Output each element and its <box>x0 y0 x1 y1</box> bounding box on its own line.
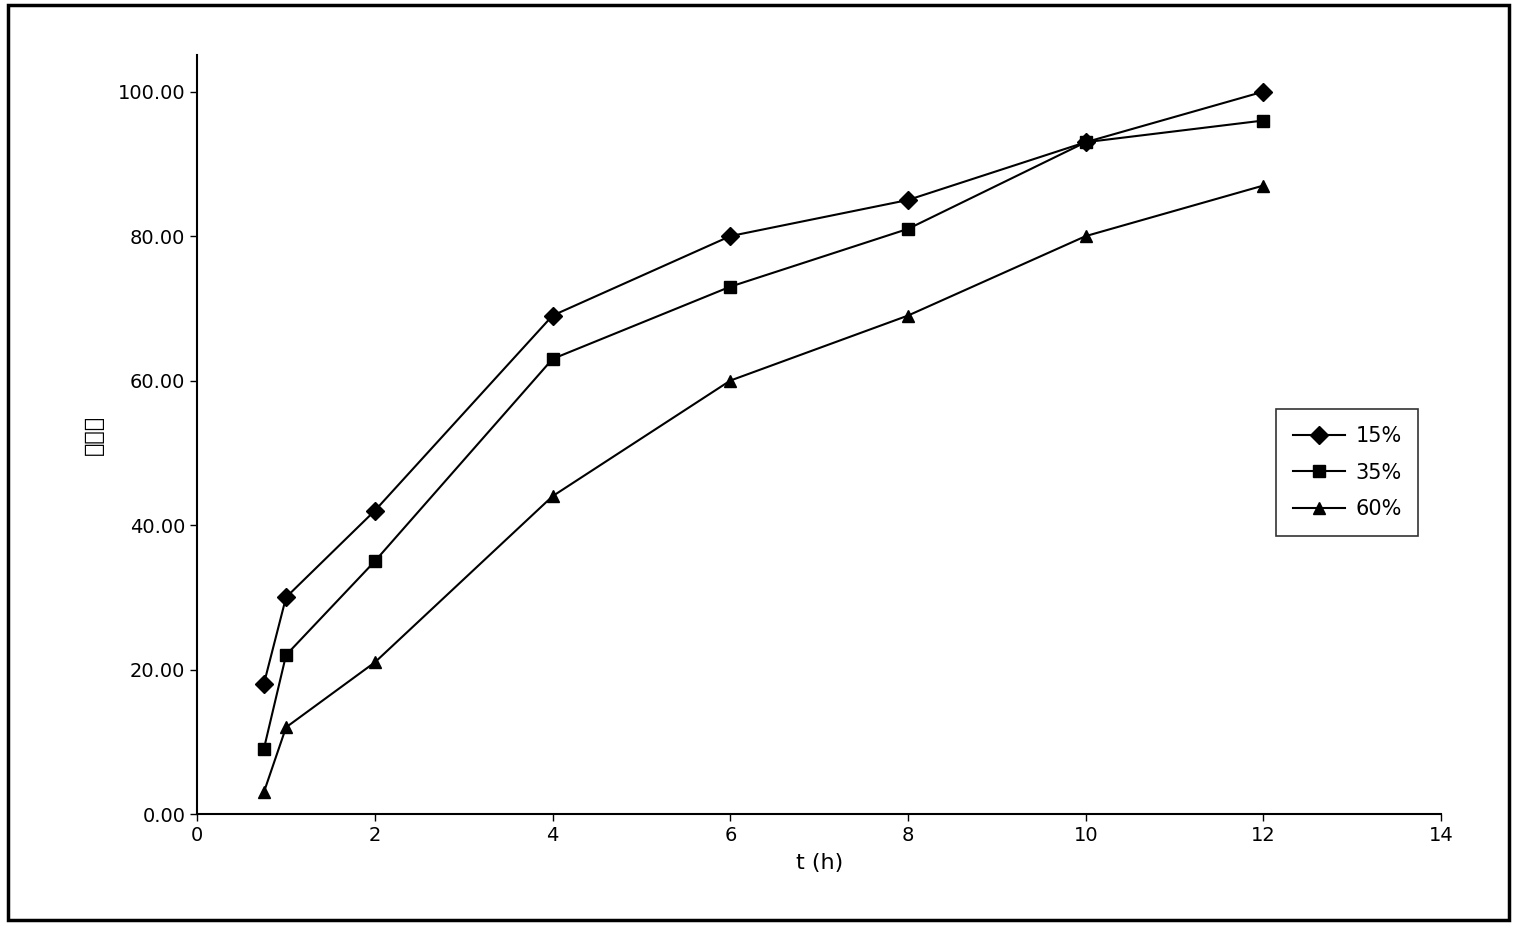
X-axis label: t (h): t (h) <box>795 853 843 873</box>
60% <box>721 375 739 386</box>
35% <box>278 649 296 660</box>
Legend: 15%, 35%, 60%: 15%, 35%, 60% <box>1276 410 1418 536</box>
15% <box>278 592 296 603</box>
15% <box>255 678 273 689</box>
35% <box>900 223 918 234</box>
Line: 35%: 35% <box>258 115 1270 755</box>
15% <box>900 194 918 205</box>
60% <box>543 490 561 501</box>
15% <box>1077 137 1095 148</box>
35% <box>543 353 561 364</box>
Line: 15%: 15% <box>258 85 1270 690</box>
60% <box>1255 180 1273 191</box>
35% <box>366 556 384 567</box>
60% <box>1077 230 1095 241</box>
15% <box>1255 86 1273 97</box>
35% <box>1255 115 1273 126</box>
60% <box>255 787 273 798</box>
60% <box>278 722 296 733</box>
15% <box>721 230 739 241</box>
15% <box>366 505 384 516</box>
15% <box>543 310 561 321</box>
Line: 60%: 60% <box>258 179 1270 798</box>
35% <box>1077 137 1095 148</box>
60% <box>900 310 918 321</box>
60% <box>366 657 384 668</box>
Y-axis label: 溢出度: 溢出度 <box>83 414 103 455</box>
35% <box>255 744 273 755</box>
35% <box>721 281 739 292</box>
